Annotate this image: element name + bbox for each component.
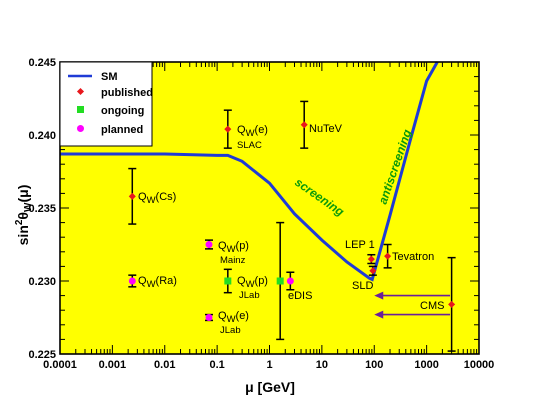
point-planned [128, 277, 136, 285]
y-axis-title: sin2θW(μ) [14, 185, 34, 246]
point-ongoing [224, 277, 232, 285]
arrow-head [374, 291, 384, 300]
legend-planned-swatch [77, 125, 84, 132]
point-published [224, 125, 232, 133]
point-published [367, 255, 375, 263]
point-published [384, 252, 392, 260]
y-tick-label: 0.225 [28, 349, 56, 361]
x-tick-label: 1 [266, 359, 272, 371]
plot-frame [59, 61, 480, 355]
x-tick-label: 0.1 [209, 359, 224, 371]
label-slac: SLAC [237, 140, 262, 151]
legend-ongoing-label: ongoing [101, 105, 144, 117]
label-qw-p-jlab: QW(p) [237, 275, 268, 290]
label-tevatron: Tevatron [392, 251, 434, 263]
x-tick-label: 100 [365, 359, 383, 371]
legend-planned-label: planned [101, 124, 143, 136]
point-planned [286, 277, 294, 285]
x-axis-title: μ [GeV] [245, 379, 295, 395]
data-points [128, 100, 456, 352]
x-tick-label: 1000 [414, 359, 438, 371]
x-tick-labels: 0.0001 0.001 0.01 0.1 1 10 100 1000 10000 [43, 359, 494, 371]
label-edis: eDIS [288, 290, 312, 302]
point-published [448, 300, 456, 308]
x-tick-label: 10 [316, 359, 328, 371]
legend-published-swatch [76, 87, 85, 96]
legend-ongoing-swatch [77, 106, 84, 113]
x-tick-label: 0.0001 [43, 359, 77, 371]
label-jlab-e: JLab [220, 325, 241, 336]
label-jlab-p: JLab [239, 290, 260, 301]
y-tick-label: 0.240 [28, 130, 56, 142]
point-planned [205, 314, 213, 321]
label-lep1: LEP 1 [345, 239, 375, 251]
label-qw-p-mainz: QW(p) [218, 240, 249, 255]
label-qw-ra: QW(Ra) [138, 275, 177, 290]
point-ongoing [276, 277, 284, 285]
x-tick-label: 0.001 [99, 359, 127, 371]
legend: SM published ongoing planned [59, 61, 153, 147]
sm-curve [60, 61, 439, 282]
y-tick-label: 0.245 [28, 57, 56, 69]
label-cms: CMS [420, 300, 444, 312]
y-tick-label: 0.230 [28, 276, 56, 288]
label-qw-e-jlab: QW(e) [218, 310, 249, 325]
y-tick-label: 0.235 [28, 203, 56, 215]
legend-published-label: published [101, 87, 153, 99]
point-published [369, 267, 377, 275]
label-qw-cs: QW(Cs) [138, 191, 176, 206]
label-mainz: Mainz [220, 255, 246, 266]
label-sld: SLD [352, 280, 373, 292]
x-tick-label: 10000 [464, 359, 495, 371]
x-tick-label: 0.01 [154, 359, 175, 371]
point-planned [205, 241, 213, 248]
legend-sm-label: SM [101, 71, 118, 83]
point-published [300, 121, 308, 129]
point-published [128, 192, 136, 200]
label-nutev: NuTeV [309, 123, 343, 135]
label-qw-e-slac: QW(e) [237, 124, 268, 139]
cms-arrows [374, 291, 451, 319]
arrow-head [374, 310, 384, 319]
y-tick-labels: 0.225 0.230 0.235 0.240 0.245 [28, 57, 56, 361]
